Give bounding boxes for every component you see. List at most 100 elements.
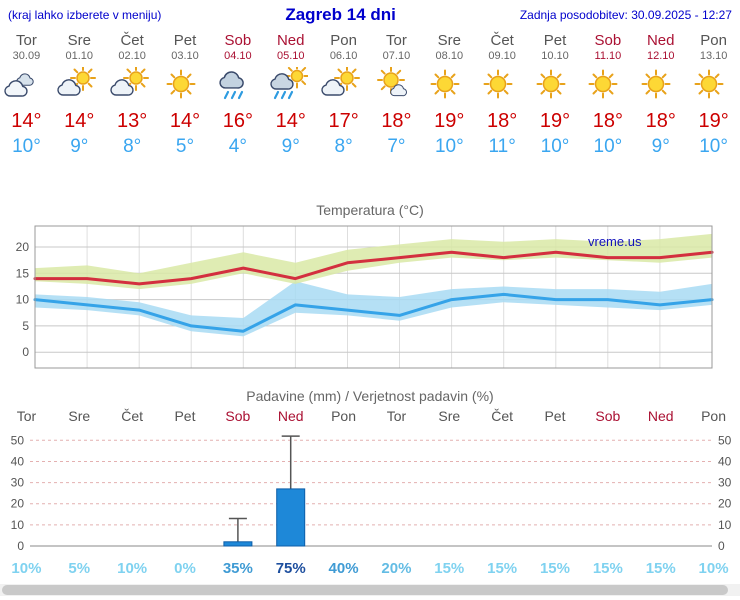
precip-day-label: Čet	[121, 408, 144, 424]
day-date: 12.10	[646, 50, 675, 62]
day-date: 13.10	[699, 50, 728, 62]
day-column[interactable]: Sre 08.10 19° 10°	[423, 26, 476, 166]
day-column[interactable]: Pet 10.10 19° 10°	[529, 26, 582, 166]
max-temperature: 18°	[381, 110, 412, 132]
precip-probability: 15%	[592, 560, 623, 577]
max-temperature: 19°	[434, 110, 465, 132]
day-column[interactable]: Čet 09.10 18° 11°	[476, 26, 529, 166]
min-temperature: 9°	[70, 136, 89, 157]
min-temperature: 10°	[540, 136, 570, 157]
day-column[interactable]: Ned 12.10 18° 9°	[634, 26, 687, 166]
min-temperature: 9°	[281, 136, 300, 157]
svg-text:50: 50	[11, 433, 25, 447]
min-temperature: 9°	[651, 136, 670, 157]
precip-day-label: Ned	[277, 408, 304, 424]
day-column[interactable]: Tor 07.10 18° 7°	[370, 26, 423, 166]
max-temperature: 14°	[275, 110, 306, 132]
svg-text:0: 0	[17, 539, 24, 553]
day-column[interactable]: Čet 02.10 13° 8°	[106, 26, 159, 166]
day-name: Pet	[173, 32, 197, 49]
day-column[interactable]: Pon 06.10 17° 8°	[317, 26, 370, 166]
sunny-icon	[159, 67, 212, 107]
partly-icon	[317, 67, 370, 107]
precip-probability: 15%	[539, 560, 570, 577]
day-date: 11.10	[594, 50, 622, 62]
precip-bar	[276, 488, 306, 547]
scrollbar-thumb[interactable]	[2, 585, 728, 595]
max-temperature: 19°	[698, 110, 729, 132]
svg-text:20: 20	[16, 240, 30, 254]
svg-text:20: 20	[718, 497, 732, 511]
precip-probability: 15%	[645, 560, 676, 577]
precip-probability: 20%	[381, 560, 412, 577]
precip-day-label: Pet	[544, 408, 566, 424]
day-column[interactable]: Sre 01.10 14° 9°	[53, 26, 106, 166]
day-column[interactable]: Sob 04.10 16° 4°	[211, 26, 264, 166]
max-temperature: 14°	[11, 110, 42, 132]
day-date: 09.10	[488, 50, 516, 62]
day-name: Pon	[330, 32, 357, 49]
day-name: Čet	[490, 32, 514, 49]
svg-text:10: 10	[11, 518, 25, 532]
precip-day-label: Pon	[701, 408, 727, 424]
min-temperature: 11°	[488, 136, 516, 157]
precipitation-chart-title: Padavine (mm) / Verjetnost padavin (%)	[246, 388, 494, 404]
horizontal-scrollbar[interactable]	[0, 584, 740, 596]
max-temperature: 14°	[64, 110, 95, 132]
page-title: Zagreb 14 dni	[285, 5, 396, 24]
day-date: 01.10	[65, 50, 94, 62]
sunny-icon	[529, 67, 582, 107]
day-name: Ned	[646, 32, 675, 49]
svg-text:0: 0	[22, 345, 29, 359]
precip-day-label: Čet	[491, 408, 514, 424]
min-temperature: 7°	[387, 136, 406, 157]
temperature-chart: 0 5 10 15 20 vreme.us	[16, 225, 714, 369]
day-column[interactable]: Pon 13.10 19° 10°	[687, 26, 740, 166]
min-temperature: 10°	[12, 136, 41, 157]
svg-text:5: 5	[22, 319, 29, 333]
svg-text:10: 10	[718, 518, 732, 532]
min-temperature: 8°	[123, 136, 142, 157]
precip-day-label: Sob	[595, 408, 621, 424]
precip-day-label: Tor	[16, 408, 37, 424]
svg-text:15: 15	[16, 266, 30, 280]
precip-day-label: Sre	[68, 408, 91, 424]
min-temperature: 5°	[175, 136, 195, 157]
precip-probability: 5%	[68, 560, 91, 577]
max-temperature: 14°	[169, 110, 201, 132]
day-column[interactable]: Sob 11.10 18° 10°	[581, 26, 634, 166]
max-temperature: 18°	[592, 110, 623, 132]
day-date: 10.10	[541, 50, 569, 62]
min-temperature: 10°	[593, 136, 623, 157]
min-temperature: 8°	[334, 136, 353, 157]
sunny-icon	[476, 67, 529, 107]
precip-probability: 0%	[174, 560, 196, 577]
cloudy-icon	[0, 67, 53, 107]
day-name: Pet	[543, 32, 567, 49]
watermark: vreme.us	[588, 234, 642, 249]
rain-icon	[211, 67, 264, 107]
day-date: 30.09	[12, 50, 41, 62]
temperature-chart-title: Temperatura (°C)	[316, 202, 424, 218]
min-temperature: 10°	[699, 136, 728, 157]
svg-text:20: 20	[11, 497, 25, 511]
precip-probability-row: 10% 5% 10% 0% 35% 75% 40% 20% 15% 15% 15% 15% 15% 10%	[0, 560, 740, 580]
precip-bar	[223, 541, 253, 547]
day-date: 03.10	[171, 50, 199, 62]
precip-probability: 10%	[11, 560, 42, 577]
day-column[interactable]: Tor 30.09 14° 10°	[0, 26, 53, 166]
showers-icon	[264, 67, 317, 107]
day-column[interactable]: Pet 03.10 14° 5°	[159, 26, 212, 166]
sunny-icon	[634, 67, 687, 107]
precip-day-label: Pet	[174, 408, 196, 424]
forecast-days-row: Tor 30.09 14° 10° Sre 01.10 14° 9° Čet 02.10 13° 8°…	[0, 26, 740, 166]
precip-probability: 35%	[222, 560, 253, 577]
sunny-icon	[687, 67, 740, 107]
day-name: Sob	[224, 32, 252, 49]
day-date: 02.10	[118, 50, 146, 62]
day-column[interactable]: Ned 05.10 14° 9°	[264, 26, 317, 166]
precip-probability: 40%	[328, 560, 359, 577]
day-date: 06.10	[329, 50, 358, 62]
max-temperature: 16°	[222, 110, 253, 132]
sunny-icon	[581, 67, 634, 107]
